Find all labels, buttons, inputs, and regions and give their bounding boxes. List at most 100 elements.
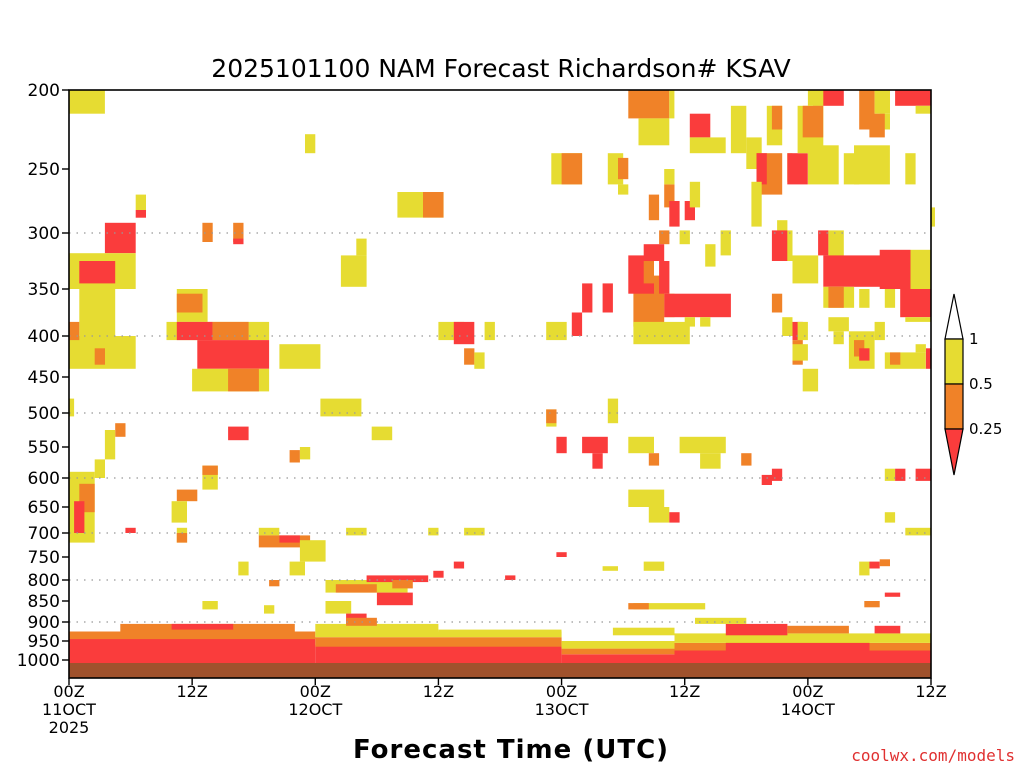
ri-cell	[674, 650, 931, 663]
ri-cell	[879, 113, 890, 130]
colorbar-label: 0.25	[969, 420, 1002, 438]
colorbar-label: 0.5	[969, 375, 993, 393]
ri-cell	[725, 623, 788, 636]
ri-cell	[648, 507, 670, 523]
y-tick-label: 200	[28, 81, 60, 101]
ri-cell	[792, 255, 819, 284]
ri-cell	[854, 340, 865, 357]
ri-cell	[556, 436, 567, 454]
ri-cell	[315, 637, 562, 647]
ri-cell	[464, 348, 475, 365]
ri-cell	[346, 527, 367, 536]
ri-cell	[874, 90, 890, 114]
ri-cell	[879, 249, 911, 289]
ri-cell	[756, 153, 767, 185]
ri-cell	[325, 601, 352, 614]
y-tick-label: 600	[28, 469, 60, 489]
colorbar-level-0.5-1	[944, 338, 964, 385]
ri-cell	[679, 436, 726, 454]
ri-cell	[561, 153, 583, 185]
ri-cell	[890, 352, 901, 365]
y-tick-label: 450	[28, 368, 60, 388]
ri-cell	[556, 552, 567, 557]
ri-cell	[612, 627, 675, 636]
ri-cell	[228, 426, 249, 441]
ri-cell	[915, 105, 931, 114]
ri-cell	[628, 603, 649, 610]
ri-cell	[176, 533, 188, 543]
data-cells	[69, 90, 935, 663]
ri-cell	[669, 90, 675, 119]
ri-cell	[915, 468, 931, 481]
ri-cell	[607, 398, 619, 424]
colorbar-level-0.25-0.5	[944, 383, 964, 430]
ri-cell	[700, 317, 711, 327]
surface-band	[69, 663, 931, 678]
ri-cell	[643, 261, 654, 284]
chart-title: 2025101100 NAM Forecast Richardson# KSAV	[211, 54, 790, 83]
ri-cell	[905, 317, 931, 322]
ri-cell	[664, 293, 731, 318]
ri-cell	[689, 113, 711, 138]
ri-cell	[633, 603, 706, 610]
ri-cell	[546, 321, 567, 341]
x-tick-label: 00Z	[300, 682, 331, 701]
ri-cell	[484, 321, 495, 341]
x-tick-label: 12Z	[669, 682, 700, 701]
ri-cell	[602, 283, 613, 313]
y-axis: 200 250 300 350 400 450 500 550 600 650 700 750 8008…	[17, 81, 69, 671]
ri-cell	[643, 561, 665, 571]
ri-cell	[79, 261, 116, 284]
ri-cell	[818, 230, 829, 256]
ri-cell	[828, 286, 844, 308]
ri-cell	[761, 474, 772, 485]
x-tick-label: 11OCT	[42, 700, 96, 719]
ri-cell	[859, 348, 870, 361]
ri-cell	[79, 289, 116, 336]
colorbar-label: 1	[969, 330, 979, 348]
ri-cell	[69, 90, 105, 114]
ri-cell	[895, 468, 906, 481]
ri-cell	[859, 561, 870, 576]
ri-cell	[864, 601, 880, 608]
ri-cell	[900, 289, 931, 318]
ri-cell	[931, 207, 935, 227]
credit-link[interactable]: coolwx.com/models	[851, 746, 1015, 765]
x-axis-label: Forecast Time (UTC)	[353, 735, 669, 765]
ri-cell	[905, 153, 916, 185]
ri-cell	[505, 575, 516, 580]
y-tick-label: 950	[28, 632, 60, 652]
ri-cell	[176, 321, 213, 341]
ri-cell	[171, 623, 234, 630]
ri-cell	[305, 134, 316, 154]
ri-cell	[807, 145, 839, 185]
y-tick-label: 650	[28, 498, 60, 518]
ri-cell	[802, 105, 824, 138]
x-tick-label: 00Z	[792, 682, 823, 701]
ri-cell	[115, 423, 126, 437]
ri-cell	[176, 489, 198, 502]
ri-cell	[202, 465, 218, 475]
ri-cell	[771, 468, 783, 481]
x-tick-label: 12Z	[915, 682, 946, 701]
ri-cell	[833, 331, 844, 345]
ri-cell	[104, 430, 116, 460]
x-tick-label: 00Z	[53, 682, 84, 701]
ri-cell	[905, 527, 931, 536]
ri-cell	[700, 453, 721, 469]
ri-cell	[643, 244, 665, 261]
x-tick-label: 12OCT	[288, 700, 342, 719]
ri-cell	[782, 317, 793, 336]
ri-cell	[705, 244, 716, 267]
ri-cell	[884, 289, 896, 308]
colorbar-level-gt1	[944, 293, 964, 340]
ri-cell	[474, 352, 485, 369]
ri-cell	[592, 453, 603, 469]
ri-cell	[602, 566, 618, 571]
ri-cell	[684, 201, 695, 221]
ri-cell	[771, 105, 783, 130]
ri-cell	[664, 169, 675, 185]
ri-cell	[633, 321, 690, 345]
ri-cell	[730, 105, 747, 154]
